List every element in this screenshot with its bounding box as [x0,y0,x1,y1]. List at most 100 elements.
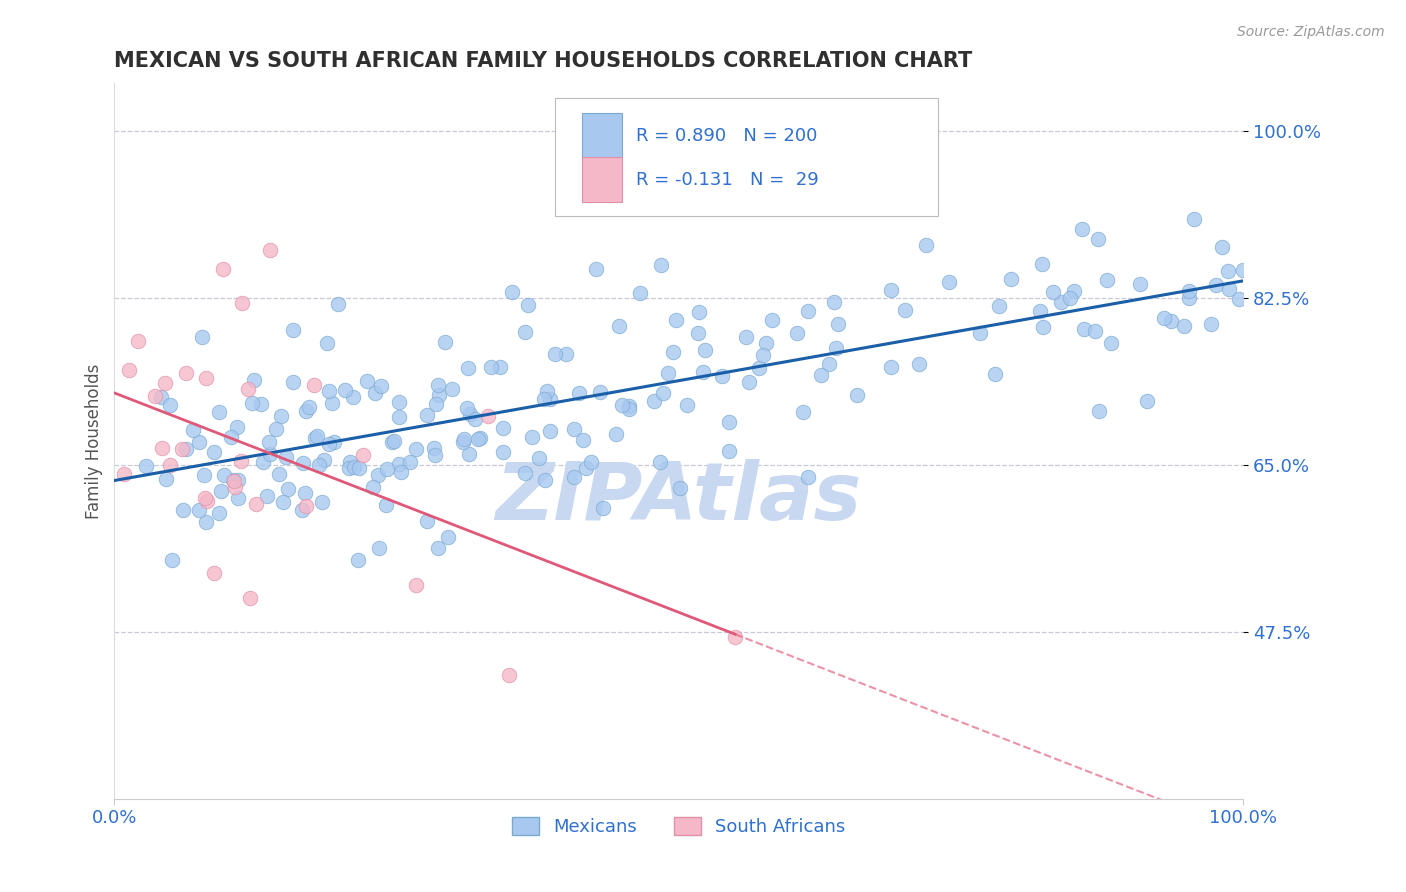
Point [259,244,281,258]
Point [270,409,292,423]
Point [515,466,537,480]
Point [914,237,936,252]
Point [1153,310,1175,325]
Point [457,361,479,376]
Point [236,382,259,396]
Point [335,383,357,397]
Point [208,405,231,419]
Point [229,454,252,468]
Point [562,422,585,436]
Point [426,541,449,555]
Point [415,514,437,528]
Point [153,376,176,390]
Point [150,390,173,404]
Point [375,498,398,512]
Point [987,299,1010,313]
Point [467,432,489,446]
Point [581,455,603,469]
Point [1199,317,1222,331]
Point [589,384,612,399]
Point [388,394,411,409]
Point [1173,318,1195,333]
Point [308,458,330,472]
Point [810,368,832,382]
Point [277,483,299,497]
Point [159,398,181,412]
Point [797,303,820,318]
Point [786,326,808,340]
Point [734,330,756,344]
FancyBboxPatch shape [582,157,623,202]
Point [538,392,561,406]
Point [219,430,242,444]
Point [823,295,845,310]
Point [256,489,278,503]
Point [1182,212,1205,227]
Point [188,435,211,450]
Point [456,401,478,416]
Point [224,480,246,494]
Point [271,495,294,509]
Point [314,453,336,467]
Point [194,515,217,529]
Point [326,297,349,311]
Point [225,420,247,434]
Point [695,343,717,357]
Point [252,455,274,469]
Point [894,303,917,318]
Point [650,258,672,272]
Point [662,344,685,359]
Point [176,442,198,456]
Point [423,441,446,455]
Point [347,461,370,475]
Point [118,362,141,376]
Point [294,486,316,500]
Point [240,396,263,410]
Point [575,460,598,475]
Point [388,410,411,425]
Point [160,553,183,567]
Point [751,348,773,362]
Point [692,365,714,379]
Point [1178,284,1201,298]
Point [208,506,231,520]
Point [665,312,688,326]
Point [188,503,211,517]
Point [610,398,633,412]
Point [969,326,991,340]
Point [364,386,387,401]
Point [717,443,740,458]
Text: ZIPAtlas: ZIPAtlas [495,459,862,537]
Point [342,391,364,405]
Point [1000,271,1022,285]
Point [1032,320,1054,334]
Point [1218,281,1240,295]
Point [1211,240,1233,254]
Point [298,400,321,414]
Point [343,460,366,475]
Point [226,491,249,505]
Point [1031,256,1053,270]
Point [209,483,232,498]
Point [212,262,235,277]
Point [382,434,405,449]
Text: MEXICAN VS SOUTH AFRICAN FAMILY HOUSEHOLDS CORRELATION CHART: MEXICAN VS SOUTH AFRICAN FAMILY HOUSEHOL… [114,51,973,70]
Point [544,347,567,361]
Point [193,467,215,482]
Point [356,375,378,389]
Point [470,431,492,445]
Point [433,335,456,350]
Point [316,336,339,351]
Point [564,470,586,484]
Point [457,447,479,461]
Point [150,441,173,455]
Point [827,317,849,331]
Point [370,379,392,393]
Point [585,261,607,276]
Point [669,481,692,495]
Point [724,630,747,644]
Point [274,450,297,465]
Point [845,388,868,402]
Point [159,458,181,472]
Point [1059,291,1081,305]
